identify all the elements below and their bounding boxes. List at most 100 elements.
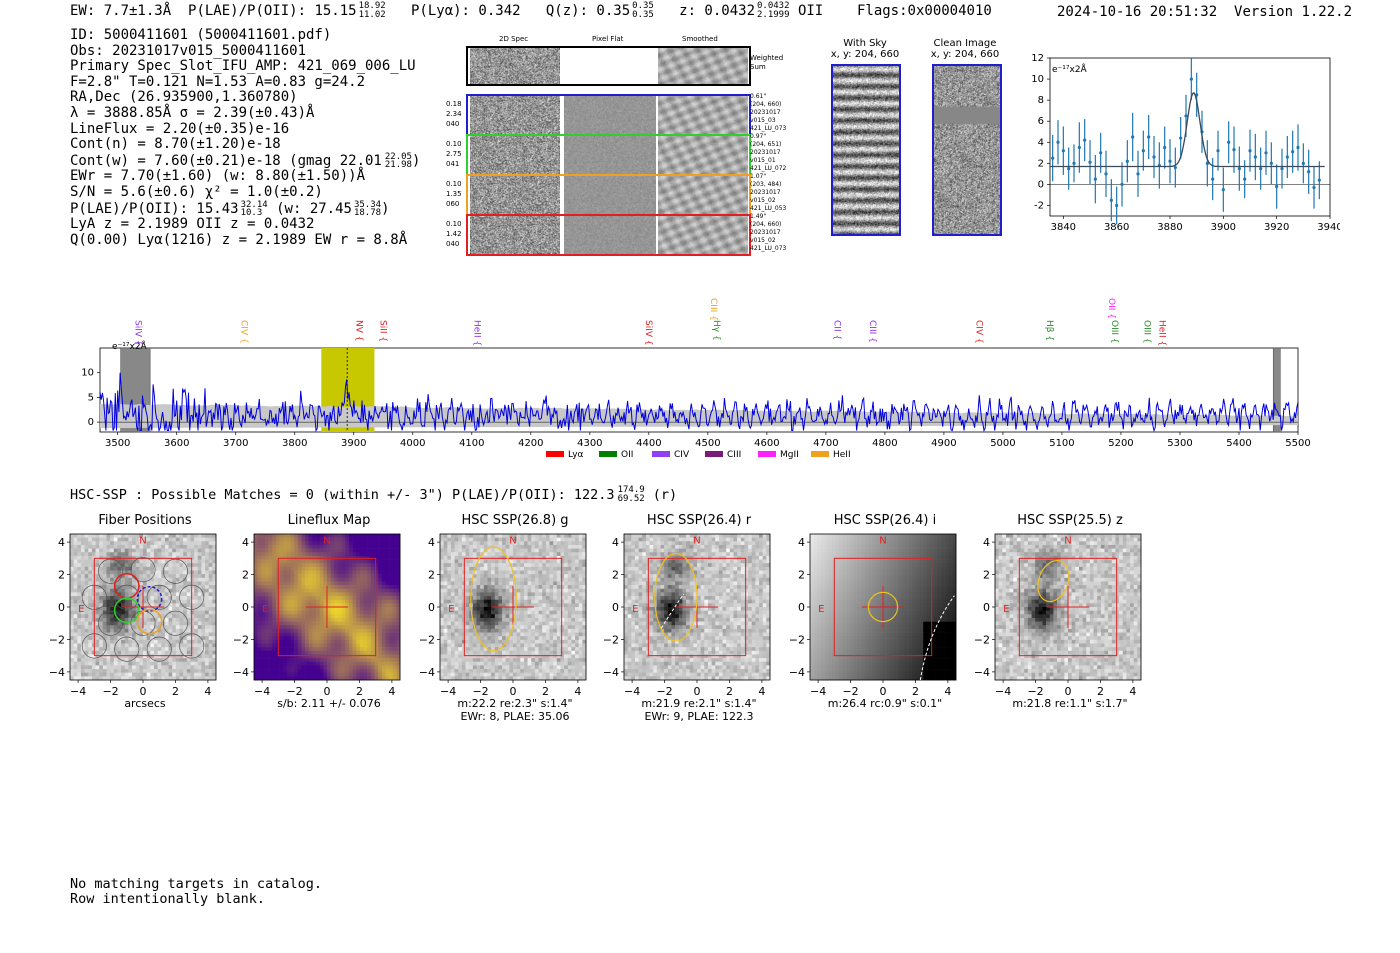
spec-row-right-value: (204, 651) [750,141,782,148]
line-label: CIV { [239,320,249,344]
line-label-text: OIII { [1142,320,1152,344]
full-xtick-label: 4200 [518,438,543,449]
compass-north: N [693,536,700,547]
neighbor-arc [919,595,955,681]
cutout-image-1: N E −4 −4 −2 −2 0 0 2 2 4 4 [234,533,401,698]
fiber-circle [81,584,107,610]
line-label: SiII { [377,320,387,342]
full-xtick-label: 4100 [459,438,484,449]
cutout-ytick-label: 4 [612,536,619,549]
full-xtick-label: 4800 [872,438,897,449]
cutout-image-2: N E −4 −4 −2 −2 0 0 2 2 4 4 [420,533,587,698]
info-lineflux: LineFlux = 2.20(±0.35)e-16 [70,120,290,137]
version: Version 1.22.2 [1234,4,1353,20]
compass-east: E [818,604,824,615]
compass-north: N [509,536,516,547]
weighted-sum-smoothed [658,48,748,84]
fiber-circle [98,610,124,636]
hsc-band: (r) [652,487,678,503]
spec-row-right-value: v015_03 [750,117,776,124]
full-xtick-label: 4600 [754,438,779,449]
full-xtick-label: 5200 [1108,438,1133,449]
col-label-2dspec: 2D Spec [499,35,529,43]
cutout-xtick-label: −2 [656,685,672,698]
zoom-ytick-label: 8 [1038,95,1044,106]
cutout-ytick-label: 2 [428,569,435,582]
cutout-xtick-label: 0 [694,685,701,698]
line-label-text: HeII { [1156,320,1166,346]
cutout-xtick-label: −4 [70,685,86,698]
info-plae: P(LAE)/P(OII): 15.43 [70,200,239,217]
info-obs: Obs: 20231017v015_5000411601 [70,42,307,59]
cutout-caption: m:21.8 re:1.1" s:1.7" [1012,697,1128,710]
plae2-w: (w: 27.45 [276,200,352,217]
z-lo: 2.1999 [757,10,790,20]
cutout-ytick-label: 4 [798,536,805,549]
masked-region [1272,347,1281,433]
zoom-data-point [1093,177,1097,181]
gmag-lo: 21.98 [384,159,412,170]
cutout-image-0: N E −4 −4 −2 −2 0 0 2 2 4 4 [50,533,217,698]
cutout-title: Fiber Positions [98,513,192,528]
cutout-ytick-label: −4 [420,666,435,679]
compass-north: N [879,536,886,547]
cutout-caption: m:26.4 rc:0.9" s:0.1" [827,697,943,710]
full-xtick-label: 4900 [931,438,956,449]
full-ytick-label: 0 [88,417,94,428]
zoom-data-point [1136,172,1140,176]
cutout-ytick-label: −4 [234,666,249,679]
spec-row-left-value: 0.10 [446,140,462,148]
gmag-hi: 22.05 [384,151,412,162]
cutout-ytick-label: −2 [50,633,65,646]
zoom-data-point [1168,159,1172,163]
legend-label: MgII [780,450,799,460]
info-id: ID: 5000411601 (5000411601.pdf) [70,27,332,43]
zoom-xtick-label: 3940 [1317,222,1340,233]
line-label: CII { [832,320,842,340]
spec-row-right-label: 1.49" (204, 660) 20231017 v015_02 421_LU_073 [750,213,786,253]
compass-north: N [323,536,330,547]
full-spectrum-chart: e⁻¹⁷x2Å 0 5 10 3500 3600 3700 3800 3900 4000 4100 4… [81,298,1310,460]
aperture-box [647,557,747,657]
fiber-circle [179,584,205,610]
line-label: SiIV { [643,320,653,346]
zoom-data-point [1317,178,1321,182]
with-sky-sub: x, y: 204, 660 [830,49,900,60]
full-xtick-label: 5400 [1226,438,1251,449]
zoom-ytick-label: 0 [1038,179,1044,190]
legend-swatch [652,451,670,457]
clean-image-sub: x, y: 204, 660 [930,49,1000,60]
zoom-line-chart: e⁻¹⁷x2Å -2 0 2 4 6 8 10 12 3840 3860 3880 3900 3920 39… [1031,53,1340,233]
cutout-ytick-label: −4 [50,666,65,679]
spec-row-right-value: v015_02 [750,197,776,204]
cutout-caption: arcsecs [124,697,166,710]
spec-row-right-value: 1.49" [750,213,767,220]
spec-row-right-value: 421_LU_072 [750,165,787,172]
line-legend: Lyα OII CIV CIII MgII HeII [546,450,851,460]
info-lambda: λ = 3888.85Å σ = 2.39(±0.43)Å [70,104,315,121]
spec-row-left-value: 1.42 [446,230,462,238]
line-label-text: OIII { [1109,320,1119,344]
cutout-ytick-label: 4 [242,536,249,549]
source-ellipse [654,552,698,642]
spec-row-smooth-image [658,96,748,134]
fiber-circle [81,633,107,659]
spec-row-left-value: 041 [446,160,460,168]
cutout-xtick-label: 2 [172,685,179,698]
zoom-data-point [1189,77,1193,81]
cutout-xtick-label: 0 [510,685,517,698]
fiber-circle [162,558,188,584]
info-spec: Primary Spec_Slot_IFU_AMP: 421_069_006_L… [70,58,416,75]
zoom-data-point [1216,149,1220,153]
spec-row-smooth-image [658,216,748,254]
zoom-ytick-label: 10 [1031,74,1044,85]
cutout-ytick-label: 4 [58,536,65,549]
spec-row-right-label: 1.07" (203, 484) 20231017 v015_02 421_LU_053 [750,173,786,213]
zoom-data-point [1285,155,1289,159]
cutout-ytick-label: 0 [428,601,435,614]
weighted-sum-2d [470,48,560,84]
legend-swatch [758,451,776,457]
col-label-smoothed: Smoothed [682,35,718,43]
zoom-data-point [1120,182,1124,186]
cutout-image-5: N E −4 −4 −2 −2 0 0 2 2 4 4 [975,533,1142,698]
